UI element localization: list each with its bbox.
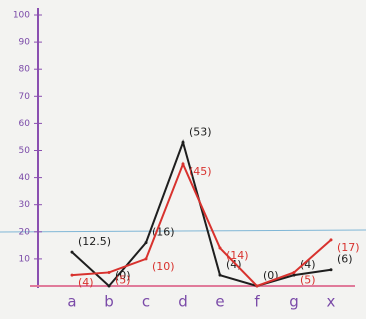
point [71,274,74,277]
x-tick-label: e [215,293,224,311]
value-label: (5) [115,273,131,286]
y-tick-label: 10 [19,254,31,264]
y-tick-label: 70 [19,92,31,102]
point [108,271,111,274]
value-label: (17) [337,241,360,254]
point [182,163,185,166]
point [219,247,222,250]
point [71,251,74,254]
value-label: (6) [337,253,353,266]
x-tick-label: c [142,293,150,311]
y-tick-label: 20 [19,227,31,237]
x-tick-label: g [289,293,299,311]
point [145,257,148,260]
y-tick-label: 30 [19,200,31,210]
value-label: (10) [152,260,175,273]
point [293,274,296,277]
value-label: (45) [189,165,212,178]
x-tick-label: a [67,293,76,311]
y-tick-label: 90 [19,38,31,48]
y-tick-label: 60 [19,119,31,129]
y-tick-label: 100 [13,11,30,21]
point [293,271,296,274]
point [330,238,333,241]
point [108,285,111,288]
value-label: (5) [300,273,316,286]
value-label: (14) [226,249,249,262]
point [330,268,333,271]
value-label: (4) [78,276,94,289]
x-tick-label: d [178,293,188,311]
point [145,241,148,244]
x-tick-label: x [327,293,336,311]
y-tick-label: 50 [19,146,31,156]
point [182,141,185,144]
point [256,285,259,288]
x-tick-label: f [254,293,260,311]
chart: 102030405060708090100abcdefgx(12.5)(0)(1… [0,0,366,319]
y-tick-label: 40 [19,173,31,183]
value-label: (12.5) [78,235,111,248]
y-tick-label: 80 [19,65,31,75]
x-tick-label: b [104,293,114,311]
value-label: (53) [189,125,212,138]
point [219,274,222,277]
